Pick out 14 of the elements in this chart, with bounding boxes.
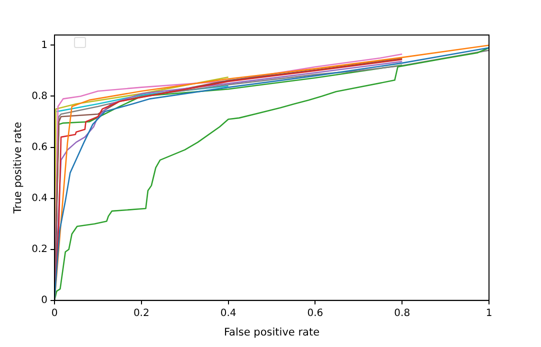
- x-tick-label: 0.6: [307, 308, 324, 319]
- y-tick-label: 0: [41, 294, 48, 306]
- x-axis-title: False positive rate: [224, 326, 320, 338]
- x-tick-label: 0: [51, 308, 58, 319]
- x-tick-label: 0.4: [220, 308, 236, 319]
- y-tick-label: 0.8: [32, 90, 48, 102]
- y-axis-title: True positive rate: [12, 122, 24, 214]
- y-tick-label: 0.6: [32, 142, 48, 153]
- x-tick-label: 1: [486, 308, 492, 319]
- y-tick-label: 1: [41, 40, 48, 51]
- y-tick-label: 0.4: [32, 192, 48, 204]
- y-tick-label: 0.2: [32, 244, 48, 255]
- x-tick-label: 0.2: [133, 308, 150, 319]
- x-tick-label: 0.8: [394, 308, 410, 319]
